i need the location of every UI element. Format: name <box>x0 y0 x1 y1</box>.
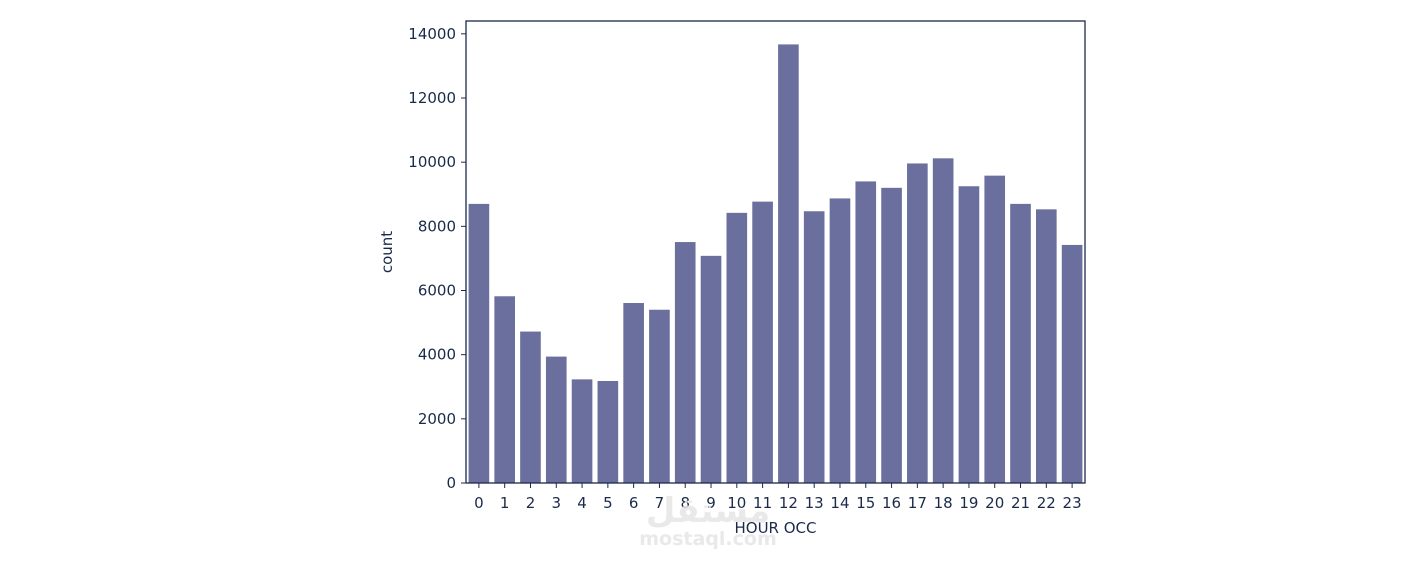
x-tick-label: 5 <box>603 494 613 512</box>
y-axis-label: count <box>378 231 396 273</box>
x-tick-label: 20 <box>985 494 1004 512</box>
bar-hour-18 <box>932 158 954 483</box>
x-tick-label: 6 <box>629 494 639 512</box>
plot-frame <box>465 20 1086 484</box>
x-tick-label: 21 <box>1011 494 1030 512</box>
x-tick-label: 9 <box>706 494 716 512</box>
bar-hour-20 <box>984 175 1006 483</box>
bar-hour-7 <box>649 309 670 483</box>
y-tick-label: 10000 <box>408 153 456 171</box>
bar-hour-6 <box>623 303 644 483</box>
x-axis-label: HOUR OCC <box>734 519 816 537</box>
x-tick-label: 23 <box>1063 494 1082 512</box>
bar-hour-22 <box>1036 209 1057 483</box>
x-tick-label: 15 <box>856 494 875 512</box>
bar-hour-14 <box>829 198 851 484</box>
watermark: مستقل mostaql.com <box>639 491 777 550</box>
x-tick-label: 14 <box>830 494 849 512</box>
y-tick-label: 6000 <box>418 282 456 300</box>
y-tick-label: 8000 <box>418 217 456 235</box>
x-tick-label: 2 <box>526 494 536 512</box>
bar-hour-21 <box>1010 203 1031 484</box>
bar-hour-2 <box>520 331 541 483</box>
bar-hour-8 <box>674 242 696 483</box>
y-tick-label: 2000 <box>418 410 456 428</box>
bar-hour-13 <box>803 211 825 483</box>
watermark-logo: مستقل <box>646 491 770 531</box>
x-tick-label: 12 <box>779 494 798 512</box>
bar-hour-19 <box>958 186 980 484</box>
y-tick-label: 14000 <box>408 25 456 43</box>
x-tick-label: 17 <box>908 494 927 512</box>
bar-hour-23 <box>1061 244 1083 483</box>
x-tick-label: 16 <box>882 494 901 512</box>
x-tick-label: 0 <box>474 494 484 512</box>
bar-hour-10 <box>726 212 748 484</box>
bar-hour-3 <box>545 356 567 483</box>
bar-hour-11 <box>752 201 773 483</box>
bar-hour-12 <box>778 44 799 484</box>
bar-hour-17 <box>907 163 928 483</box>
x-tick-label: 13 <box>805 494 824 512</box>
x-axis-ticks: 0 1 2 3 4 5 6 7 8 9 10 11 12 13 14 15 16 17 18 19 20 21 22 23 <box>474 483 1082 512</box>
x-tick-label: 7 <box>655 494 665 512</box>
x-tick-label: 18 <box>934 494 953 512</box>
bar-hour-15 <box>855 181 877 484</box>
x-tick-label: 3 <box>551 494 561 512</box>
x-tick-label: 22 <box>1037 494 1056 512</box>
x-tick-label: 19 <box>959 494 978 512</box>
x-tick-label: 11 <box>753 494 772 512</box>
y-axis-ticks: 0 2000 4000 6000 8000 10000 12000 14000 <box>408 25 466 492</box>
bar-hour-5 <box>597 380 619 483</box>
watermark-text: mostaql.com <box>639 528 777 550</box>
bar-hour-16 <box>881 187 902 483</box>
y-tick-label: 12000 <box>408 89 456 107</box>
x-tick-label: 8 <box>680 494 690 512</box>
x-tick-label: 4 <box>577 494 587 512</box>
bar-hour-0 <box>468 203 490 484</box>
bar-hour-4 <box>571 379 593 483</box>
bar-hour-9 <box>700 255 722 483</box>
x-tick-label: 1 <box>500 494 510 512</box>
bar-hour-1 <box>494 296 515 483</box>
bars-group <box>468 44 1083 484</box>
y-tick-label: 4000 <box>418 346 456 364</box>
x-tick-label: 10 <box>727 494 746 512</box>
y-tick-label: 0 <box>446 474 456 492</box>
